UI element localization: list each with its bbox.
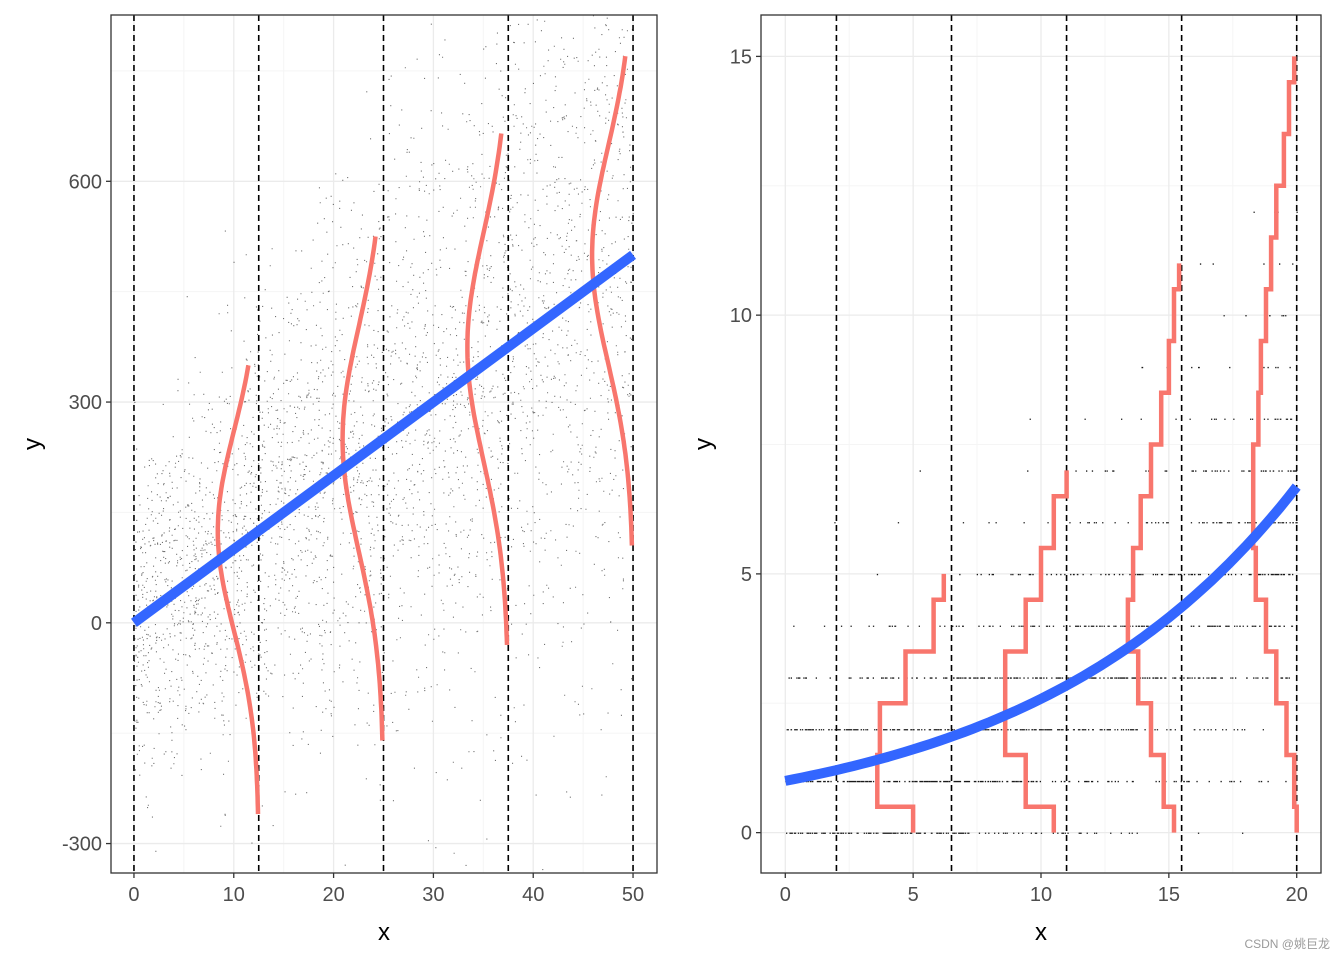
y-tick-label: 600	[69, 171, 102, 193]
x-tick-label: 5	[908, 884, 919, 906]
step-distribution	[1125, 263, 1182, 833]
density-curve	[589, 55, 635, 546]
x-tick-label: 10	[1030, 884, 1052, 906]
left-grid	[111, 15, 657, 873]
density-curve	[340, 236, 385, 741]
left-density-curves	[215, 55, 635, 815]
right-panel: 0 5 10 15 20 0 5 10 15 x y	[690, 14, 1322, 946]
x-tick-label: 20	[1286, 884, 1308, 906]
x-tick-label: 30	[422, 884, 444, 906]
right-axis-ticks: 0 5 10 15 20 0 5 10 15	[730, 46, 1308, 906]
y-tick-label: 5	[741, 564, 752, 586]
x-tick-label: 20	[322, 884, 344, 906]
right-y-axis-title: y	[690, 438, 717, 450]
y-tick-label: 300	[69, 392, 102, 414]
left-y-axis-title: y	[19, 438, 46, 450]
x-tick-label: 0	[128, 884, 139, 906]
watermark: CSDN @姚巨龙	[1244, 937, 1330, 951]
step-distribution	[875, 573, 947, 833]
right-x-axis-title: x	[1035, 919, 1047, 946]
right-fit-curve	[784, 483, 1301, 786]
x-tick-label: 50	[622, 884, 644, 906]
y-tick-label: -300	[62, 834, 102, 856]
y-tick-label: 0	[741, 823, 752, 845]
x-tick-label: 40	[522, 884, 544, 906]
y-tick-label: 10	[730, 305, 752, 327]
left-fit-line	[130, 250, 637, 627]
density-curve	[215, 364, 261, 815]
fit-line	[130, 250, 637, 627]
left-panel-border	[110, 14, 658, 874]
y-tick-label: 15	[730, 46, 752, 68]
y-tick-label: 0	[91, 613, 102, 635]
step-distribution	[1002, 470, 1069, 833]
step-distribution	[1250, 56, 1299, 833]
left-panel: 0 10 20 30 40 50 -300 0 300 600 x y	[19, 14, 658, 946]
left-x-axis-title: x	[378, 919, 390, 946]
right-guide-lines	[835, 15, 1298, 873]
x-tick-label: 15	[1158, 884, 1180, 906]
right-step-distributions	[875, 56, 1299, 833]
x-tick-label: 10	[223, 884, 245, 906]
left-axis-ticks: 0 10 20 30 40 50 -300 0 300 600	[62, 171, 644, 906]
fit-curve	[784, 483, 1301, 786]
x-tick-label: 0	[780, 884, 791, 906]
density-curve	[465, 133, 510, 645]
